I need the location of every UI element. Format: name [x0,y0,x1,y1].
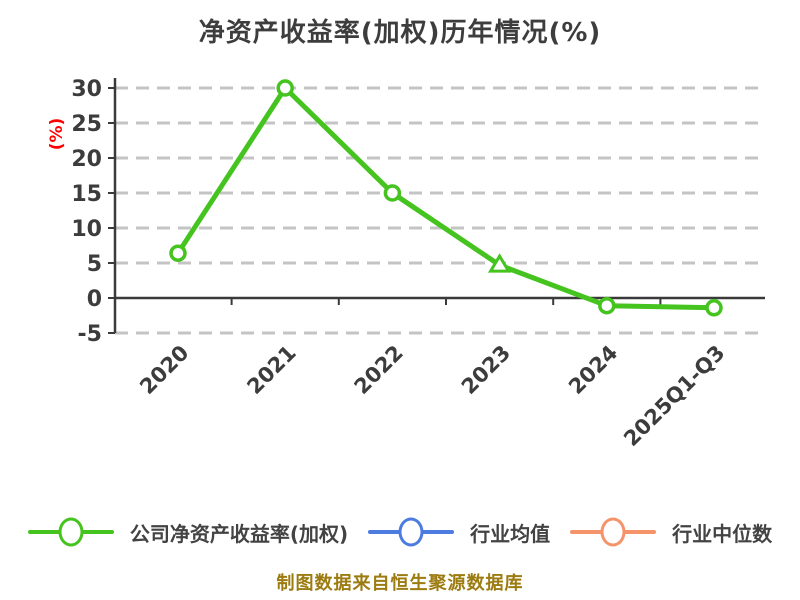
legend-label-company-roe: 公司净资产收益率(加权) [129,521,349,546]
y-tick-label: 25 [71,112,102,137]
chart-legend: 公司净资产收益率(加权) 行业均值 行业中位数 [0,516,800,548]
y-tick-label: 15 [71,182,102,207]
legend-item-industry-mean: 行业均值 [368,516,550,548]
industry-mean-marker-icon [368,516,455,548]
legend-circle-icon [600,517,626,547]
y-tick-label: 0 [87,287,102,312]
industry-median-marker-icon [570,516,657,548]
y-axis-title: (%) [47,118,67,151]
y-tick-label: 5 [87,252,102,277]
y-tick-label: 30 [71,77,102,102]
x-tick-label: 2022 [350,341,408,399]
y-tick-label: -5 [78,322,102,347]
legend-circle-icon [58,517,84,547]
company-roe-line [175,85,717,311]
legend-item-industry-median: 行业中位数 [570,516,772,548]
x-tick-label: 2020 [135,341,193,399]
x-tick-label: 2025Q1-Q3 [619,341,729,451]
legend-circle-icon [398,517,424,547]
data-point-circle [705,299,723,317]
legend-label-industry-mean: 行业均值 [470,521,551,546]
data-point-circle [598,296,616,315]
y-tick-label: 20 [71,147,102,172]
x-tick-label: 2023 [457,341,515,399]
data-point-circle [383,184,402,202]
data-source-note: 制图数据来自恒生聚源数据库 [276,573,524,594]
x-tick-label: 2024 [564,341,622,399]
legend-item-company-roe: 公司净资产收益率(加权) [27,516,349,548]
legend-label-industry-median: 行业中位数 [672,521,773,546]
x-tick-label: 2021 [242,341,300,399]
chart-title: 净资产收益率(加权)历年情况(%) [198,18,602,48]
company-series-marker-icon [27,516,114,548]
data-point-circle [169,244,187,262]
data-point-circle [276,79,294,97]
y-tick-label: 10 [71,217,102,242]
data-point-triangle [487,253,512,273]
